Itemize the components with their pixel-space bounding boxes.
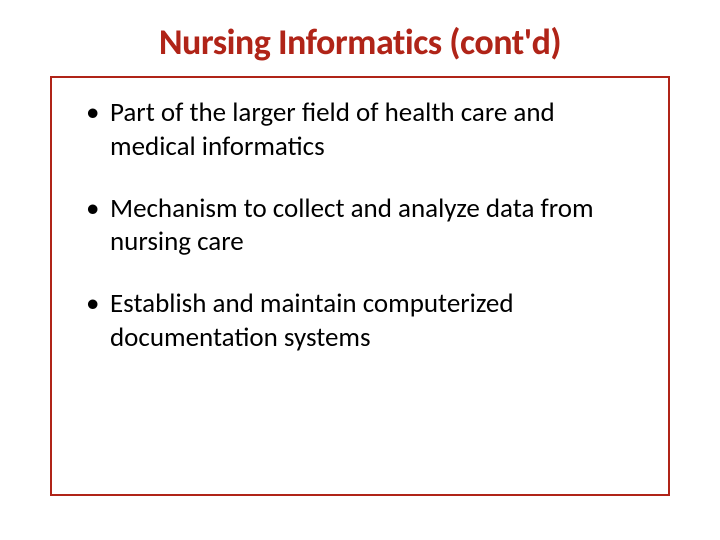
list-item: Establish and maintain computerized docu… — [82, 287, 638, 355]
list-item: Part of the larger field of health care … — [82, 96, 638, 164]
list-item: Mechanism to collect and analyze data fr… — [82, 192, 638, 260]
slide-container: Nursing Informatics (cont'd) Part of the… — [0, 0, 720, 540]
content-box: Part of the larger field of health care … — [50, 76, 670, 496]
bullet-list: Part of the larger field of health care … — [82, 96, 638, 355]
slide-title: Nursing Informatics (cont'd) — [50, 20, 670, 64]
